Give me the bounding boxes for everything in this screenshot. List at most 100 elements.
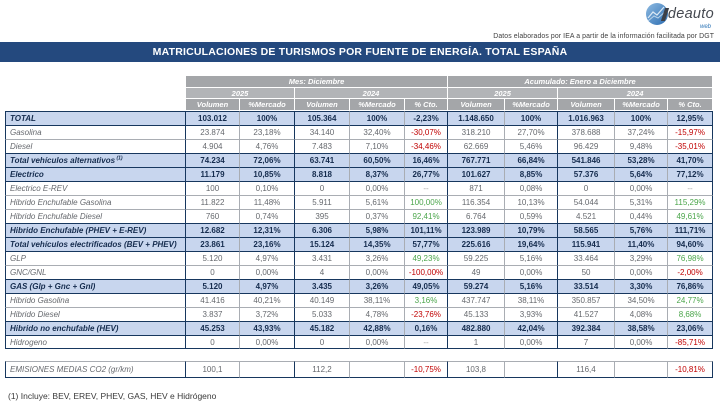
cell: 11.822 bbox=[186, 195, 240, 209]
cell: 14,35% bbox=[350, 237, 405, 251]
cell: 3,30% bbox=[615, 279, 669, 293]
cell: 0 bbox=[186, 265, 240, 279]
cell: 8,37% bbox=[350, 167, 405, 181]
cell: 32,40% bbox=[350, 125, 405, 139]
cell: 72,06% bbox=[240, 153, 295, 167]
cell: 76,86% bbox=[668, 279, 714, 293]
column-header: %Mercado bbox=[615, 99, 669, 111]
cell: 4 bbox=[295, 265, 350, 279]
cell: 66,84% bbox=[505, 153, 559, 167]
cell: 7,10% bbox=[350, 139, 405, 153]
cell: 101.627 bbox=[448, 167, 506, 181]
row-label: TOTAL bbox=[5, 111, 186, 125]
cell: 0,08% bbox=[505, 181, 559, 195]
cell: 62.669 bbox=[448, 139, 506, 153]
cell: 541.846 bbox=[558, 153, 616, 167]
cell: 41,70% bbox=[668, 153, 714, 167]
year-header: 2025 bbox=[186, 88, 295, 99]
brand-area: deauto web Datos elaborados por IEA a pa… bbox=[493, 2, 714, 40]
cell: 12,95% bbox=[668, 111, 714, 125]
cell: 16,46% bbox=[405, 153, 449, 167]
cell: -100,00% bbox=[405, 265, 449, 279]
cell: 111,71% bbox=[668, 223, 714, 237]
cell: 38,11% bbox=[350, 293, 405, 307]
cell bbox=[350, 361, 405, 378]
table-row: GLP 5.120 4,97% 3.431 3,26% 49,23% 59.225 5,16%… bbox=[5, 251, 714, 265]
cell: 19,64% bbox=[505, 237, 559, 251]
cell: 0,37% bbox=[350, 209, 405, 223]
cell: 10,79% bbox=[505, 223, 559, 237]
cell: 5,46% bbox=[505, 139, 559, 153]
cell: -34,46% bbox=[405, 139, 449, 153]
cell: 100% bbox=[240, 111, 295, 125]
cell: -2,00% bbox=[668, 265, 714, 279]
cell: -10,81% bbox=[668, 361, 713, 378]
year-header: 2024 bbox=[558, 88, 714, 99]
cell: 4,97% bbox=[240, 251, 295, 265]
table-row: Total vehículos electrificados (BEV + PH… bbox=[5, 237, 714, 251]
cell: 49,61% bbox=[668, 209, 714, 223]
row-label: GLP bbox=[5, 251, 186, 265]
data-source-tagline: Datos elaborados por IEA a partir de la … bbox=[493, 33, 714, 40]
cell: 24,77% bbox=[668, 293, 714, 307]
cell: 116.354 bbox=[448, 195, 506, 209]
column-header: Volumen bbox=[295, 99, 350, 111]
cell: 0,00% bbox=[615, 181, 669, 195]
row-label: Electrico E-REV bbox=[5, 181, 186, 195]
cell bbox=[240, 361, 295, 378]
cell: -30,07% bbox=[405, 125, 449, 139]
cell: 34.140 bbox=[295, 125, 350, 139]
cell: -- bbox=[405, 335, 449, 349]
cell: 54.044 bbox=[558, 195, 616, 209]
cell: 3,72% bbox=[240, 307, 295, 321]
cell: 0 bbox=[295, 335, 350, 349]
column-header-row: Volumen %Mercado Volumen %Mercado % Cto.… bbox=[5, 99, 714, 111]
column-header: %Mercado bbox=[505, 99, 559, 111]
row-label: Hibrido Enchufable (PHEV + E-REV) bbox=[5, 223, 186, 237]
cell: 1 bbox=[448, 335, 506, 349]
cell: 94,60% bbox=[668, 237, 714, 251]
cell: 12,31% bbox=[240, 223, 295, 237]
cell: 3.431 bbox=[295, 251, 350, 265]
cell: 23.861 bbox=[186, 237, 240, 251]
cell: 0,74% bbox=[240, 209, 295, 223]
cell: 4,76% bbox=[240, 139, 295, 153]
title-bar: MATRICULACIONES DE TURISMOS POR FUENTE D… bbox=[0, 42, 720, 62]
cell: -23,76% bbox=[405, 307, 449, 321]
column-header: %Mercado bbox=[240, 99, 295, 111]
cell: 437.747 bbox=[448, 293, 506, 307]
row-label: Hibrido Diesel bbox=[5, 307, 186, 321]
cell: 57.376 bbox=[558, 167, 616, 181]
cell: 5,76% bbox=[615, 223, 669, 237]
table-row: GNC/GNL 0 0,00% 4 0,00% -100,00% 49 0,00% 50 0,00… bbox=[5, 265, 714, 279]
cell: 123.989 bbox=[448, 223, 506, 237]
table-row: Hibrido Enchufable Diesel 760 0,74% 395 0,37… bbox=[5, 209, 714, 223]
cell: 8,68% bbox=[668, 307, 714, 321]
cell: 45.253 bbox=[186, 321, 240, 335]
cell: 26,77% bbox=[405, 167, 449, 181]
table-row: Hibrido Enchufable (PHEV + E-REV) 12.682 1… bbox=[5, 223, 714, 237]
cell: 3.837 bbox=[186, 307, 240, 321]
cell: 42,88% bbox=[350, 321, 405, 335]
group-header-accumulated: Acumulado: Enero a Diciembre bbox=[448, 76, 714, 88]
cell: 103,8 bbox=[448, 361, 505, 378]
column-header: Volumen bbox=[448, 99, 506, 111]
cell: 105.364 bbox=[295, 111, 350, 125]
emissions-table: EMISIONES MEDIAS CO2 (gr/km) 100,1 112,2 -1… bbox=[5, 361, 713, 378]
row-label: EMISIONES MEDIAS CO2 (gr/km) bbox=[5, 361, 186, 378]
column-header: Volumen bbox=[558, 99, 616, 111]
year-header-row: 2025 2024 2025 2024 bbox=[5, 88, 714, 99]
cell bbox=[505, 361, 558, 378]
cell: 0 bbox=[295, 181, 350, 195]
row-label: Diesel bbox=[5, 139, 186, 153]
cell: 350.857 bbox=[558, 293, 616, 307]
cell: 4.521 bbox=[558, 209, 616, 223]
cell: 63.741 bbox=[295, 153, 350, 167]
footnote: (1) Incluye: BEV, EREV, PHEV, GAS, HEV e… bbox=[8, 391, 217, 401]
table-row: Diesel 4.904 4,76% 7.483 7,10% -34,46% 62.669 5… bbox=[5, 139, 714, 153]
cell: 0,00% bbox=[350, 335, 405, 349]
cell: 0,00% bbox=[505, 335, 559, 349]
cell: 3,29% bbox=[615, 251, 669, 265]
cell: 96.429 bbox=[558, 139, 616, 153]
cell: 3.435 bbox=[295, 279, 350, 293]
